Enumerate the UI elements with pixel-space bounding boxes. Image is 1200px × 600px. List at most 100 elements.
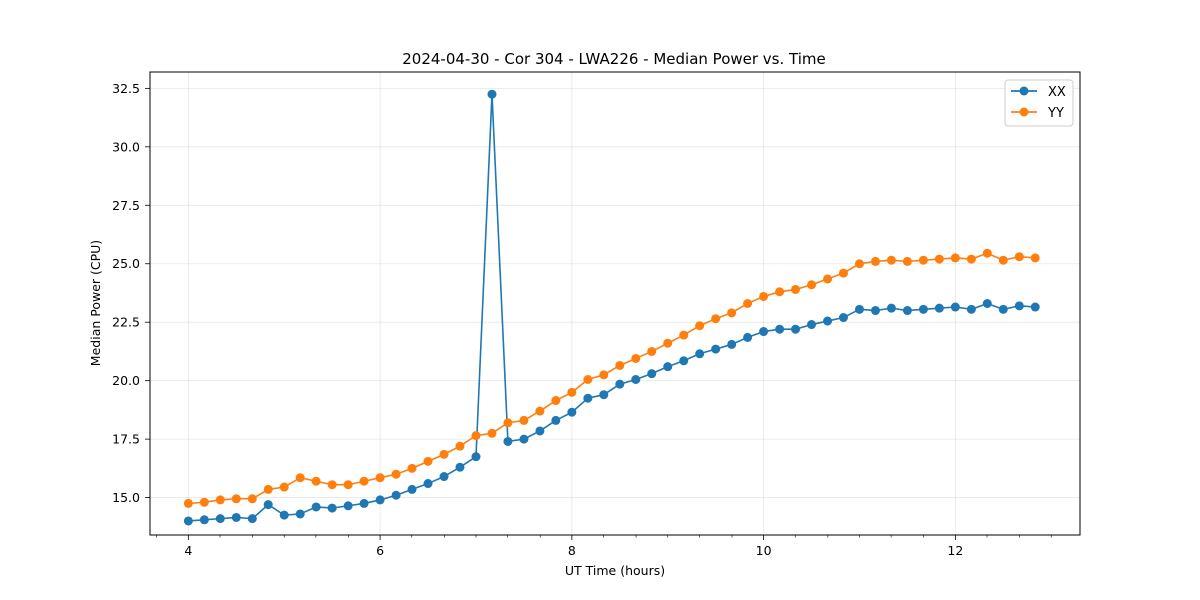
series-yy-point	[199, 497, 209, 507]
series-yy-point	[982, 248, 992, 258]
series-yy-point	[1014, 252, 1024, 262]
series-yy-point	[727, 308, 737, 318]
series-xx-point	[838, 313, 848, 323]
series-yy-point	[471, 431, 481, 441]
series-xx-point	[615, 379, 625, 389]
series-xx-point	[934, 303, 944, 313]
series-yy-point	[407, 463, 417, 473]
series-yy-point	[519, 415, 529, 425]
series-xx-point	[886, 303, 896, 313]
series-xx-point	[391, 490, 401, 500]
series-yy-point	[343, 480, 353, 490]
series-yy-point	[311, 476, 321, 486]
series-xx-point	[1030, 302, 1040, 312]
series-xx-point	[199, 515, 209, 525]
series-xx-point	[1014, 301, 1024, 311]
y-tick-label: 15.0	[112, 490, 140, 505]
series-xx-point	[663, 362, 673, 372]
series-xx-point	[359, 498, 369, 508]
series-yy-point	[375, 473, 385, 483]
series-xx-point	[727, 339, 737, 349]
series-xx-point	[439, 472, 449, 482]
series-yy-point	[695, 321, 705, 331]
series-yy-point	[327, 480, 337, 490]
series-yy-point	[807, 280, 817, 290]
series-xx-point	[487, 89, 497, 99]
series-xx-point	[503, 436, 513, 446]
series-xx-point	[823, 316, 833, 326]
series-yy-point	[487, 428, 497, 438]
series-xx-point	[423, 479, 433, 489]
legend-yy-marker	[1019, 107, 1029, 117]
series-yy-point	[535, 406, 545, 416]
y-tick-label: 17.5	[112, 432, 140, 447]
series-xx-point	[711, 344, 721, 354]
series-xx-point	[759, 327, 769, 337]
series-xx-point	[279, 510, 289, 520]
series-xx-point	[551, 415, 561, 425]
series-xx-point	[327, 503, 337, 513]
series-yy-point	[759, 291, 769, 301]
series-xx-point	[679, 356, 689, 366]
series-yy-point	[663, 338, 673, 348]
series-xx-point	[854, 304, 864, 314]
series-xx-point	[599, 390, 609, 400]
legend-xx-label: XX	[1048, 85, 1066, 100]
series-xx-point	[918, 304, 928, 314]
x-axis-label: UT Time (hours)	[565, 563, 665, 578]
series-yy-point	[551, 396, 561, 406]
series-xx-point	[471, 452, 481, 462]
series-yy-point	[503, 418, 513, 428]
series-yy-point	[918, 255, 928, 265]
series-yy-point	[838, 268, 848, 278]
series-yy-point	[279, 482, 289, 492]
y-tick-label: 22.5	[112, 315, 140, 330]
y-tick-label: 27.5	[112, 198, 140, 213]
series-yy-point	[791, 284, 801, 294]
series-yy-point	[391, 469, 401, 479]
series-xx-point	[902, 306, 912, 316]
series-xx-point	[950, 302, 960, 312]
series-yy-point	[886, 255, 896, 265]
series-yy-point	[439, 449, 449, 459]
series-yy-point	[615, 360, 625, 370]
series-yy-point	[631, 353, 641, 363]
x-tick-label: 12	[947, 543, 963, 558]
series-xx-point	[743, 332, 753, 342]
plot-area-frame	[149, 71, 1081, 536]
series-xx-point	[567, 407, 577, 417]
series-yy-point	[950, 253, 960, 263]
y-tick-label: 25.0	[112, 256, 140, 271]
series-layer	[183, 89, 1040, 526]
series-yy-point	[183, 498, 193, 508]
series-xx-point	[583, 393, 593, 403]
x-tick-label: 8	[568, 543, 576, 558]
series-yy-point	[263, 484, 273, 494]
series-xx-point	[998, 304, 1008, 314]
series-xx-point	[311, 502, 321, 512]
series-xx-point	[966, 304, 976, 314]
series-yy-point	[647, 346, 657, 356]
series-yy-point	[583, 375, 593, 384]
series-yy-point	[599, 370, 609, 380]
series-yy-point	[775, 287, 785, 297]
series-yy-point	[247, 494, 257, 504]
series-yy-point	[854, 259, 864, 269]
series-yy-point	[934, 254, 944, 264]
series-yy-point	[823, 274, 833, 284]
series-yy-point	[966, 254, 976, 264]
series-yy-point	[567, 387, 577, 397]
series-xx-point	[695, 349, 705, 359]
y-tick-label: 20.0	[112, 373, 140, 388]
series-xx-point	[263, 500, 273, 510]
series-xx-point	[183, 516, 193, 526]
series-xx-point	[791, 324, 801, 334]
series-yy-point	[711, 314, 721, 324]
series-xx-point	[231, 512, 241, 522]
x-tick-label: 4	[184, 543, 192, 558]
x-tick-label: 6	[376, 543, 384, 558]
series-yy-point	[902, 256, 912, 266]
series-xx-point	[647, 369, 657, 379]
chart-title: 2024-04-30 - Cor 304 - LWA226 - Median P…	[402, 50, 826, 68]
